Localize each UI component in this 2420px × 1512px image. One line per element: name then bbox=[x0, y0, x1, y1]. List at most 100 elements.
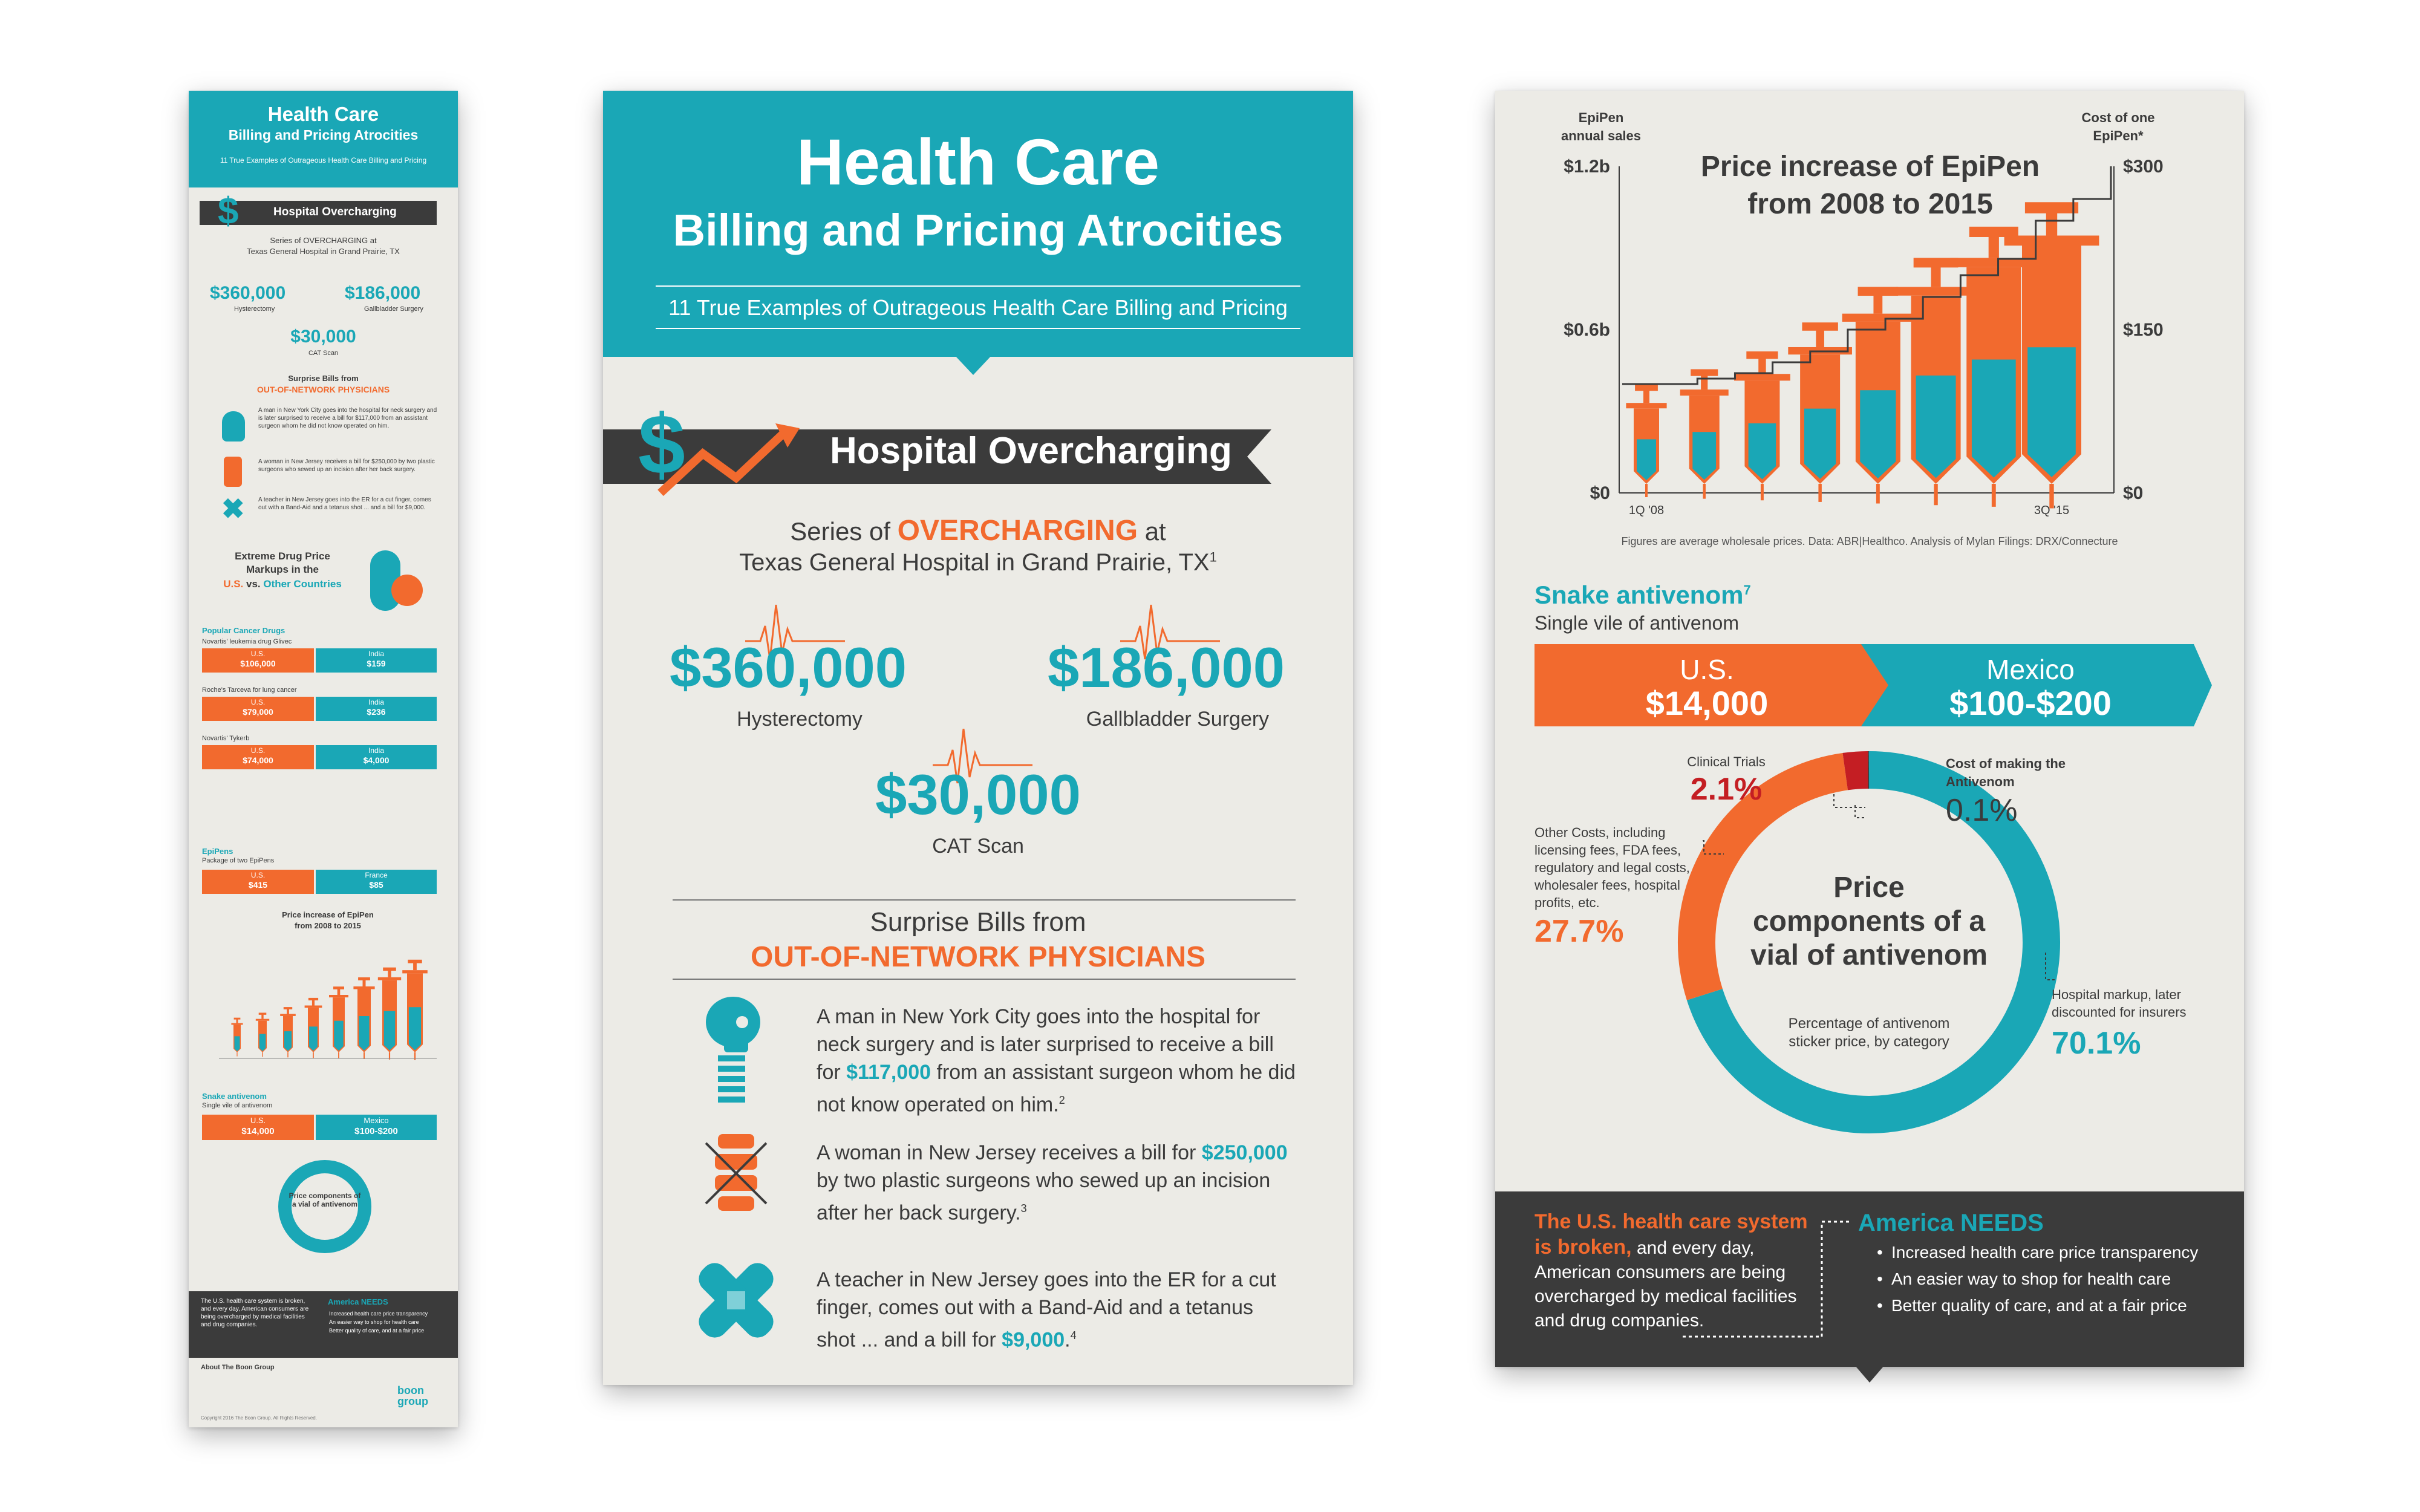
thumb-tablet-icon bbox=[391, 575, 423, 606]
thumb-snake-us-box bbox=[202, 1115, 314, 1140]
thumb-drug-intl-price: $4,000 bbox=[363, 755, 390, 765]
needs-item: Increased health care price transparency bbox=[1873, 1243, 2212, 1262]
thumb-drug-intl-country: India bbox=[368, 698, 385, 706]
thumb-label2: Gallbladder Surgery bbox=[364, 305, 423, 313]
syringe-flange bbox=[304, 1005, 322, 1008]
syringe-fill bbox=[383, 1011, 396, 1051]
story3-footnote: 4 bbox=[1070, 1329, 1077, 1341]
syringe-fill bbox=[408, 1007, 422, 1051]
syringe-flange bbox=[1896, 287, 1976, 296]
donut-seg-hospital-markup bbox=[1686, 751, 2060, 1133]
series-pre: Series of bbox=[790, 517, 898, 546]
donut-center-sub: Percentage of antivenom sticker price, b… bbox=[1788, 1015, 1950, 1050]
thumb-drug-name: Roche's Tarceva for lung cancer bbox=[202, 686, 297, 694]
thumb-epipen-sub: Package of two EpiPens bbox=[202, 857, 275, 864]
thumb-copyright: Copyright 2016 The Boon Group. All Right… bbox=[201, 1415, 317, 1421]
mini-syringe-bar bbox=[377, 967, 402, 1060]
chart-title: Price increase of EpiPen from 2008 to 20… bbox=[1665, 148, 2076, 223]
series-footnote: 1 bbox=[1209, 549, 1217, 565]
story1-text-b: from an assistant surgeon whom he did no… bbox=[817, 1061, 1296, 1116]
antivenom-donut-chart bbox=[1678, 751, 2060, 1133]
thumb-epipen-right bbox=[316, 870, 437, 894]
thumb-epipen-right-country: France bbox=[365, 871, 388, 879]
thumb-drug-us-country: U.S. bbox=[250, 650, 266, 658]
syringe-plunger-rod bbox=[2046, 211, 2058, 236]
syringe-fill bbox=[1804, 408, 1836, 479]
snake-heading: Snake antivenom7 bbox=[1535, 581, 1751, 610]
thumb-drug-intl-box bbox=[316, 745, 437, 769]
syringe-flange bbox=[1680, 389, 1729, 396]
thumb-title2: Billing and Pricing Atrocities bbox=[228, 127, 419, 143]
thumb-drug-intl-price: $236 bbox=[367, 707, 386, 717]
thumb-snake-mx: Mexico bbox=[364, 1116, 389, 1125]
syringe-plunger-cap bbox=[1746, 351, 1778, 359]
snake-us-price: $14,000 bbox=[1645, 684, 1769, 722]
syringe-fill bbox=[1916, 375, 1956, 478]
footer-left-bold: The U.S. health care system is broken, bbox=[1535, 1210, 1808, 1259]
thumb-chart-title2: from 2008 to 2015 bbox=[295, 921, 361, 930]
thumb-footer-item: An easier way to shop for health care bbox=[329, 1319, 419, 1325]
price-hysterectomy: $360,000 bbox=[670, 636, 907, 699]
syringe-bar bbox=[2004, 202, 2099, 509]
syringe-fill bbox=[284, 1031, 292, 1051]
leader-clinical bbox=[1833, 794, 1865, 808]
thumb-story1: A man in New York City goes into the hos… bbox=[258, 407, 437, 429]
story3-text-a: A teacher in New Jersey goes into the ER… bbox=[817, 1268, 1276, 1352]
seg-markup-label: Hospital markup, later discounted for in… bbox=[2052, 987, 2187, 1020]
syringe-bar bbox=[1680, 369, 1729, 499]
price-cat-scan: $30,000 bbox=[875, 763, 1081, 826]
syringe-plunger-rod bbox=[1701, 374, 1708, 390]
surprise-line2: OUT-OF-NETWORK PHYSICIANS bbox=[751, 941, 1205, 973]
mini-syringe-bar bbox=[329, 986, 348, 1059]
story2-text-b: by two plastic surgeons who sewed up an … bbox=[817, 1169, 1271, 1225]
syringe-plunger-cap bbox=[1802, 322, 1838, 331]
subtitle-rule-bottom bbox=[656, 328, 1300, 329]
syringe-bar bbox=[1626, 385, 1667, 497]
seg-making-value: 0.1% bbox=[1946, 793, 2018, 828]
syringe-plunger-cap bbox=[1691, 369, 1718, 376]
syringe-fill bbox=[1748, 423, 1776, 480]
thumb-epipen-left bbox=[202, 870, 314, 894]
footer-needs: America NEEDS bbox=[1858, 1210, 2044, 1236]
thumb-epipen-heading: EpiPens bbox=[202, 847, 233, 856]
subtitle-rule-top bbox=[656, 285, 1300, 287]
thumb-bandaid-icon: ✖ bbox=[221, 493, 245, 524]
thumb-drug-us-box bbox=[202, 648, 314, 673]
thumb-epipen-right-price: $85 bbox=[369, 880, 383, 890]
mini-syringe-bar bbox=[353, 977, 375, 1059]
syringe-bar bbox=[1896, 258, 1976, 506]
poster-title: Health Care bbox=[796, 125, 1160, 198]
syringe-plunger-cap bbox=[258, 1012, 267, 1015]
poster-title-line2: Billing and Pricing Atrocities bbox=[673, 205, 1283, 255]
thumb-drug-us-price: $79,000 bbox=[243, 707, 273, 717]
syringe-flange bbox=[1734, 374, 1790, 381]
thumb-price3: $30,000 bbox=[290, 327, 356, 347]
epipen-chart: $0 $0.6b $1.2b $0 $150 $300 1Q '08 3Q '15 bbox=[1564, 157, 2163, 517]
syringe-plunger-cap bbox=[1913, 258, 1959, 268]
thumb-section-banner bbox=[200, 201, 437, 225]
footer-pointer bbox=[1855, 1366, 1884, 1383]
syringe-plunger-cap bbox=[333, 986, 344, 989]
story-neck-surgery: A man in New York City goes into the hos… bbox=[817, 1003, 1300, 1118]
syringe-plunger-rod bbox=[337, 988, 341, 995]
seg-clinical-value: 2.1% bbox=[1690, 772, 1763, 807]
mini-syringe-bar bbox=[402, 959, 428, 1060]
left-tick-label: $0.6b bbox=[1564, 320, 1610, 340]
syringe-plunger-rod bbox=[311, 1000, 315, 1006]
thumb-header bbox=[189, 91, 458, 187]
snake-mx-label: Mexico bbox=[1986, 654, 2075, 685]
thumb-drug-us-price: $106,000 bbox=[240, 659, 276, 668]
seg-making-label: Cost of making the Antivenom bbox=[1946, 756, 2066, 789]
syringe-plunger-cap bbox=[2024, 202, 2079, 213]
syringe-fill bbox=[1637, 439, 1656, 480]
bandaid-icon bbox=[699, 1263, 774, 1338]
thumb-snake-sub: Single vile of antivenom bbox=[202, 1102, 273, 1109]
thumb-story3: A teacher in New Jersey goes into the ER… bbox=[258, 497, 431, 511]
chart-title-line1: Price increase of EpiPen bbox=[1700, 151, 2040, 183]
syringe-plunger-rod bbox=[1643, 389, 1649, 403]
donut-seg-clinical-trials bbox=[1842, 751, 1868, 790]
syringe-plunger-rod bbox=[236, 1019, 238, 1023]
label-cat-scan: CAT Scan bbox=[932, 835, 1024, 858]
syringe-plunger-cap bbox=[358, 977, 370, 980]
syringe-flange bbox=[2004, 235, 2099, 246]
